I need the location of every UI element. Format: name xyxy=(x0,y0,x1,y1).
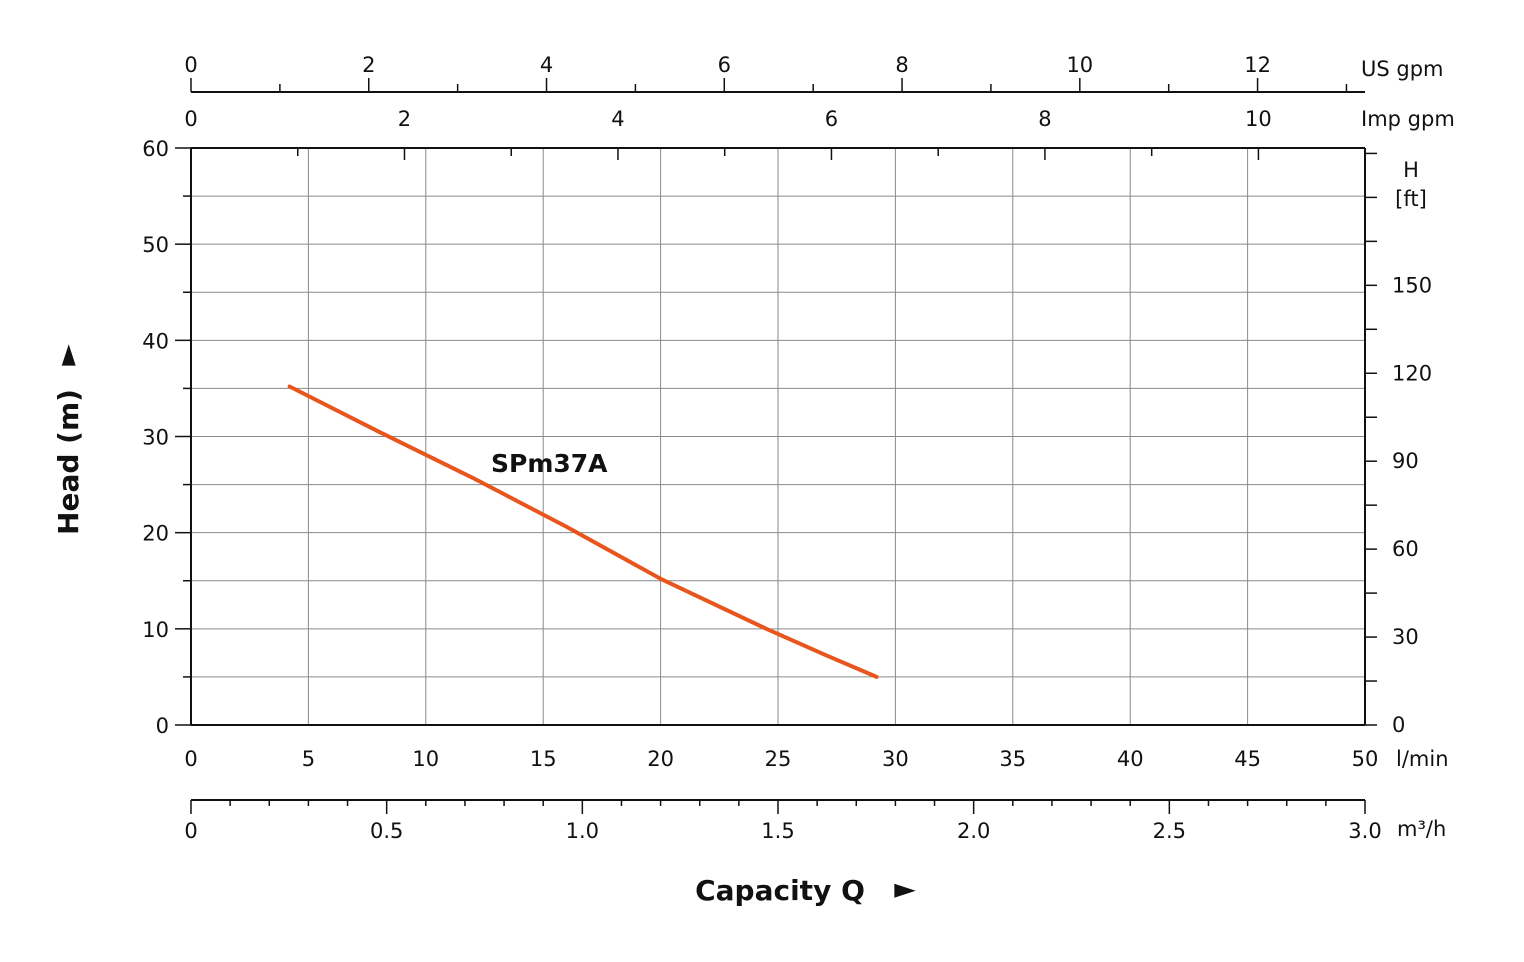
us-gpm-tick-label: 10 xyxy=(1066,53,1093,77)
y-axis-arrow: ► xyxy=(50,344,83,366)
imp-gpm-tick-label: 0 xyxy=(184,107,197,131)
head-ft-label-h: H xyxy=(1403,158,1419,182)
y-axis-title: Head (m) xyxy=(52,389,85,535)
x-axis-arrow: ► xyxy=(894,872,916,905)
imp-gpm-label: Imp gpm xyxy=(1361,107,1455,131)
ft-tick-label: 60 xyxy=(1392,537,1419,561)
head-ft-label-unit: [ft] xyxy=(1395,187,1427,211)
ft-tick-label: 150 xyxy=(1392,273,1432,297)
y-tick-label: 0 xyxy=(156,714,169,738)
us-gpm-tick-label: 0 xyxy=(184,53,197,77)
y-tick-label: 60 xyxy=(142,137,169,161)
x-tick-label: 20 xyxy=(647,747,674,771)
m3h-label: m³/h xyxy=(1397,817,1446,841)
m3h-tick-label: 3.0 xyxy=(1348,819,1381,843)
m3h-tick-label: 0 xyxy=(184,819,197,843)
m3h-tick-label: 0.5 xyxy=(370,819,403,843)
imp-gpm-tick-label: 6 xyxy=(825,107,838,131)
ft-tick-label: 0 xyxy=(1392,713,1405,737)
x-tick-label: 10 xyxy=(412,747,439,771)
x-tick-label: 45 xyxy=(1234,747,1261,771)
us-gpm-tick-label: 6 xyxy=(718,53,731,77)
x-tick-label: 40 xyxy=(1117,747,1144,771)
ft-tick-label: 30 xyxy=(1392,625,1419,649)
y-tick-label: 10 xyxy=(142,618,169,642)
series-label: SPm37A xyxy=(491,449,608,478)
ft-tick-label: 90 xyxy=(1392,449,1419,473)
m3h-tick-label: 2.0 xyxy=(957,819,990,843)
series-group: SPm37A xyxy=(287,384,879,679)
x-tick-label: 35 xyxy=(999,747,1026,771)
m3h-tick-label: 1.0 xyxy=(566,819,599,843)
x-tick-label: 25 xyxy=(765,747,792,771)
m3h-tick-label: 2.5 xyxy=(1153,819,1186,843)
m3h-tick-label: 1.5 xyxy=(761,819,794,843)
us-gpm-tick-label: 12 xyxy=(1244,53,1271,77)
x-tick-label: 50 xyxy=(1352,747,1379,771)
us-gpm-tick-label: 8 xyxy=(895,53,908,77)
y-tick-label: 50 xyxy=(142,233,169,257)
y-tick-label: 20 xyxy=(142,522,169,546)
axes xyxy=(175,78,1377,814)
imp-gpm-tick-label: 2 xyxy=(398,107,411,131)
x-tick-label: 5 xyxy=(302,747,315,771)
us-gpm-tick-label: 4 xyxy=(540,53,553,77)
grid-lines xyxy=(191,148,1365,725)
x-tick-label: 30 xyxy=(882,747,909,771)
us-gpm-label: US gpm xyxy=(1361,57,1444,81)
series-line-spm37a xyxy=(287,384,879,679)
ft-tick-label: 120 xyxy=(1392,361,1432,385)
imp-gpm-tick-label: 10 xyxy=(1245,107,1272,131)
us-gpm-tick-label: 2 xyxy=(362,53,375,77)
imp-gpm-tick-label: 8 xyxy=(1038,107,1051,131)
imp-gpm-tick-label: 4 xyxy=(611,107,624,131)
y-tick-label: 30 xyxy=(142,426,169,450)
y-tick-label: 40 xyxy=(142,329,169,353)
x-axis-title: Capacity Q xyxy=(695,874,865,907)
x-tick-label: 15 xyxy=(530,747,557,771)
x-tick-label: 0 xyxy=(184,747,197,771)
x-unit-label: l/min xyxy=(1396,747,1449,771)
